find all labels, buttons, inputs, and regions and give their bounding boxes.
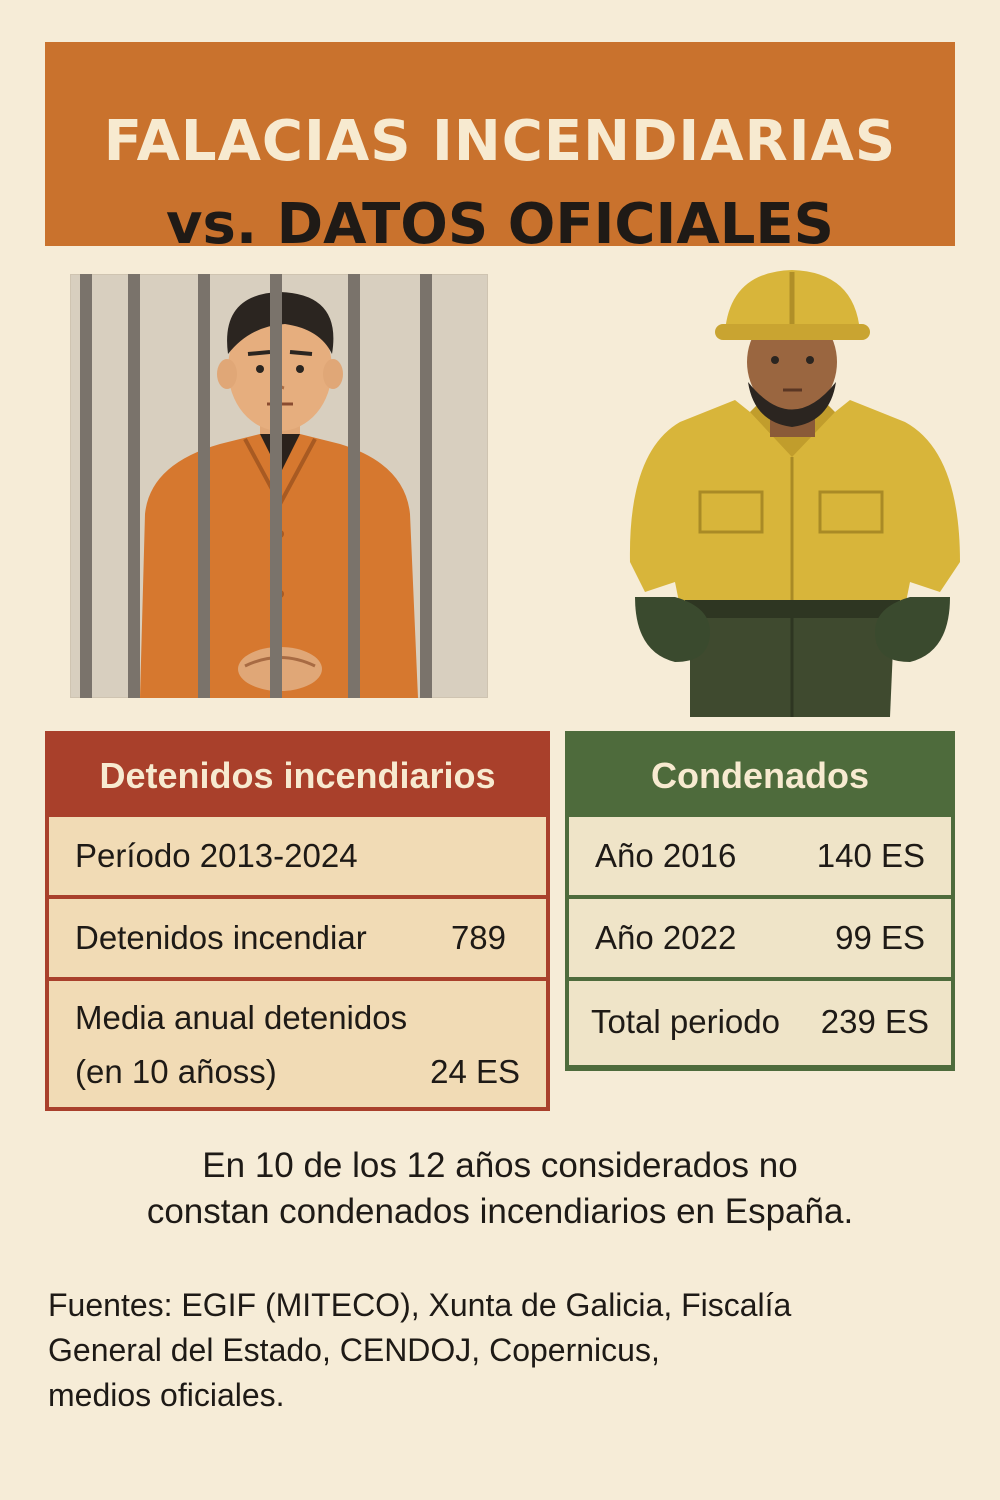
convicted-row-2022: Año 2022 99 ES <box>569 899 951 977</box>
detained-panel: Detenidos incendiarios Período 2013-2024… <box>45 731 550 1111</box>
summary-text: En 10 de los 12 años considerados no con… <box>60 1143 940 1235</box>
detained-header: Detenidos incendiarios <box>99 755 496 796</box>
convicted-row-2016: Año 2016 140 ES <box>569 817 951 895</box>
summary-line-1: En 10 de los 12 años considerados no <box>202 1146 798 1185</box>
row-label: Período 2013-2024 <box>75 837 358 874</box>
sources-line-2: General del Estado, CENDOJ, Copernicus, <box>48 1332 660 1368</box>
detained-row-count: Detenidos incendiar 789 <box>49 899 546 977</box>
detained-row-period: Período 2013-2024 <box>49 817 546 895</box>
row-label-line-2: (en 10 añoss) <box>75 1053 277 1090</box>
sources-text: Fuentes: EGIF (MITECO), Xunta de Galicia… <box>48 1283 958 1418</box>
row-label: Detenidos incendiar <box>75 919 367 956</box>
row-value: 789 <box>450 919 506 956</box>
sources-line-3: medios oficiales. <box>48 1377 285 1413</box>
row-label: Año 2016 <box>595 837 737 874</box>
row-label-line-1: Media anual detenidos <box>75 999 408 1036</box>
summary-line-2: constan condenados incendiarios en Españ… <box>146 1192 854 1231</box>
prisoner-illustration <box>70 274 488 698</box>
row-label: Total periodo <box>591 1003 780 1040</box>
row-value: 239 ES <box>820 1003 929 1040</box>
convicted-header: Condenados <box>650 755 869 796</box>
row-value: 140 ES <box>816 837 925 874</box>
firefighter-illustration <box>629 270 960 717</box>
title-line-2: vs. DATOS OFICIALES <box>166 192 834 257</box>
sources-line-1: Fuentes: EGIF (MITECO), Xunta de Galicia… <box>48 1287 792 1323</box>
convicted-row-total: Total periodo 239 ES <box>569 981 951 1065</box>
row-value: 99 ES <box>835 919 925 956</box>
detained-row-annual-mean: Media anual detenidos (en 10 añoss) 24 E… <box>49 981 546 1107</box>
title-line-1: FALACIAS INCENDIARIAS <box>103 109 897 174</box>
row-label: Año 2022 <box>595 919 737 956</box>
title-banner: FALACIAS INCENDIARIAS vs. DATOS OFICIALE… <box>45 42 955 255</box>
convicted-panel: Condenados Año 2016 140 ES Año 2022 99 E… <box>565 731 955 1071</box>
row-value: 24 ES <box>430 1053 520 1090</box>
